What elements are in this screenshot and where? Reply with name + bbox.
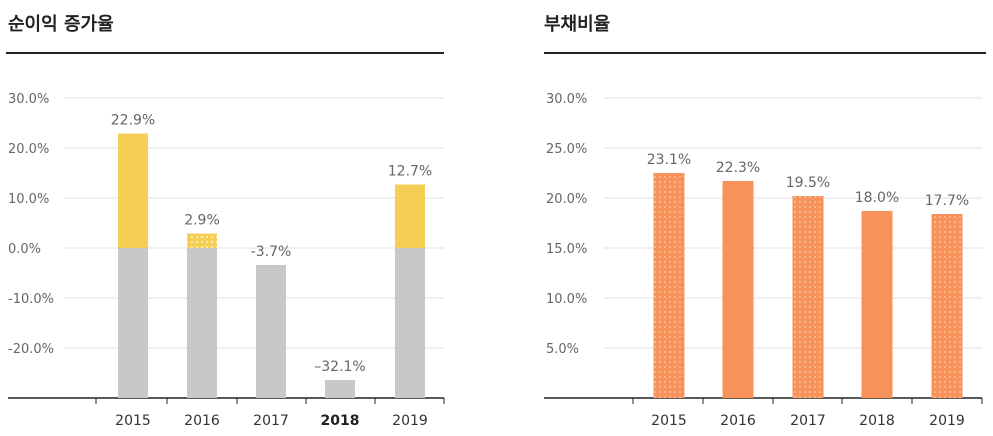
bar-2018 [325,380,355,398]
x-tick-label-2016: 2016 [720,413,756,429]
y-tick-label: 0.0% [8,242,41,257]
y-tick-label: 20.0% [546,192,587,207]
bar-base-2015 [118,248,148,398]
bar-2016 [187,233,217,248]
bar-2019 [931,214,963,398]
bar-base-2019 [395,248,425,398]
x-tick-label-2019: 2019 [929,413,965,429]
value-label-2019: 17.7% [925,193,969,209]
bar-2018 [861,211,893,398]
value-label-2016: 22.3% [716,160,760,176]
y-tick-label: 10.0% [546,292,587,307]
y-tick-label: 15.0% [546,242,587,257]
bar-2016 [722,181,754,398]
y-tick-label: 25.0% [546,142,587,157]
net-income-growth-panel: 순이익 증가율 30.0% 20.0% 10.0% 0.0% -10.0% -20.0% 2… [0,0,460,436]
value-label-2015: 23.1% [647,152,691,168]
debt-ratio-chart: 30.0% 25.0% 20.0% 15.0% 10.0% 5.0% 23.1% 2015 22… [544,92,983,429]
x-tick-label-2018: 2018 [859,413,895,429]
y-tick-label: -20.0% [8,342,54,357]
y-tick-label: 30.0% [546,92,587,107]
bar-2015 [118,133,148,248]
y-tick-label: 20.0% [8,142,49,157]
value-label-2015: 22.9% [111,113,155,129]
y-tick-label: -10.0% [8,292,54,307]
y-tick-label: 10.0% [8,192,49,207]
value-label-2018: –32.1% [314,359,365,375]
value-label-2018: 18.0% [855,190,899,206]
bar-base-2016 [187,248,217,398]
net-income-growth-title: 순이익 증가율 [8,14,114,35]
y-tick-label: 5.0% [546,342,579,357]
title-divider [544,52,986,54]
x-tick-label-2015: 2015 [651,413,687,429]
debt-ratio-title: 부채비율 [544,14,611,35]
value-label-2016: 2.9% [184,213,220,229]
x-tick-label-2017: 2017 [790,413,826,429]
x-tick-label-2019: 2019 [392,413,428,429]
value-label-2017: 19.5% [786,175,830,191]
bar-2017 [256,265,286,398]
bar-2019 [395,184,425,248]
debt-ratio-panel: 부채비율 30.0% 25.0% 20.0% 15.0% 10.0% 5.0% 23.1% 2… [538,0,993,436]
value-label-2017: -3.7% [251,244,292,260]
bar-2015 [653,173,685,398]
y-tick-label: 30.0% [8,92,49,107]
value-label-2019: 12.7% [388,164,432,180]
x-tick-label-2018: 2018 [321,413,360,429]
net-income-growth-chart: 30.0% 20.0% 10.0% 0.0% -10.0% -20.0% 22.9% 2015… [8,92,445,429]
bar-2017 [792,196,824,398]
x-tick-label-2016: 2016 [184,413,220,429]
x-tick-label-2017: 2017 [253,413,289,429]
x-tick-label-2015: 2015 [115,413,151,429]
title-divider [6,52,444,54]
